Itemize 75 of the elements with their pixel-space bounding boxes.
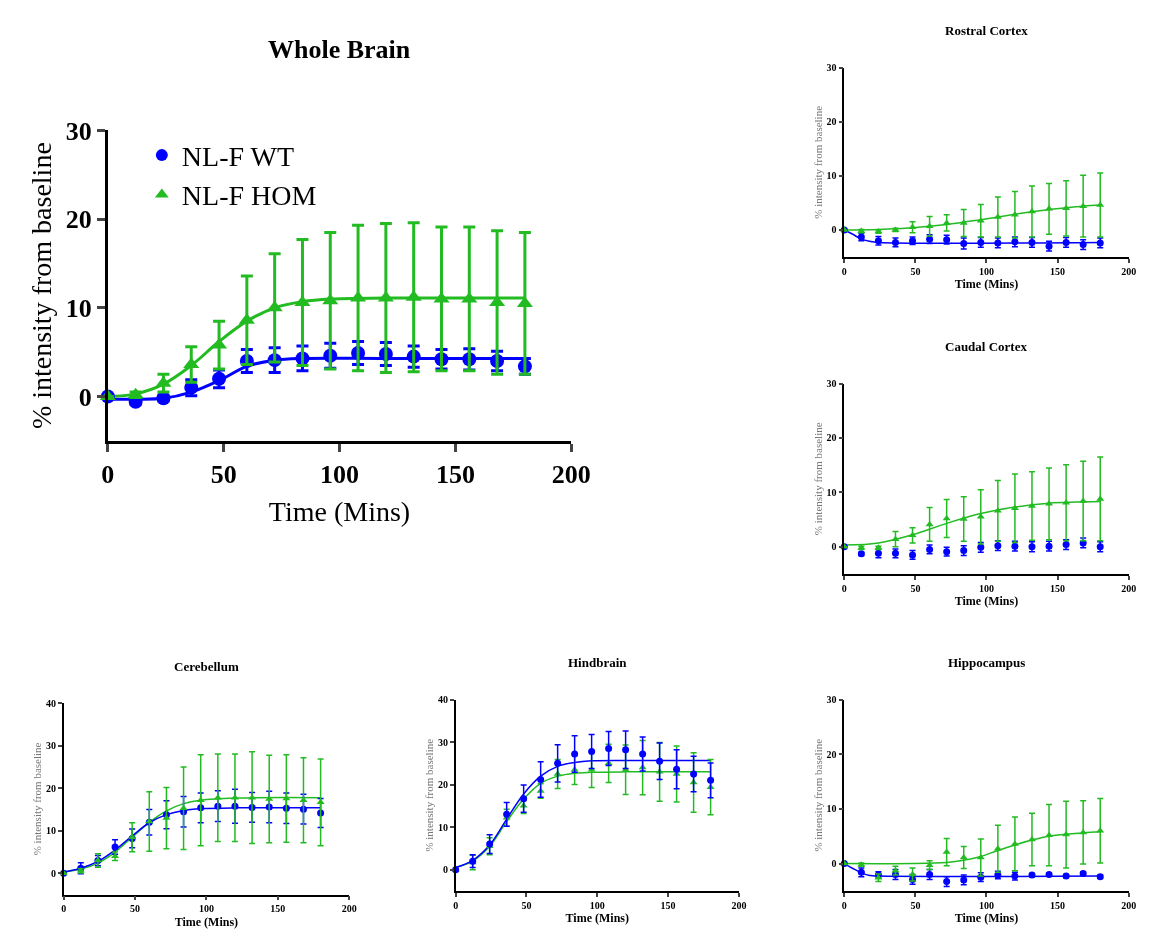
y-tick-label: 40 (45, 697, 56, 709)
x-axis-title: Time (Mins) (268, 496, 411, 528)
x-tick-label: 200 (341, 903, 357, 915)
x-tick-label: 0 (841, 582, 847, 594)
x-tick-label: 200 (731, 899, 747, 911)
x-tick-label: 0 (841, 265, 847, 277)
chart-title: Rostral Cortex (945, 23, 1029, 38)
y-tick-label: 20 (65, 205, 92, 235)
y-tick-label: 30 (826, 62, 837, 74)
y-axis-title: % intensity from baseline (26, 142, 58, 430)
x-tick-label: 200 (1121, 582, 1137, 594)
y-tick-label: 0 (442, 864, 448, 876)
y-tick-label: 20 (45, 782, 56, 794)
legend-label: NL-F WT (181, 141, 295, 173)
y-tick-label: 20 (437, 779, 448, 791)
y-tick-label: 0 (831, 541, 837, 553)
legend-label: NL-F HOM (181, 180, 317, 212)
y-tick-label: 10 (437, 821, 448, 833)
x-tick-label: 150 (1050, 899, 1066, 911)
y-tick-label: 10 (826, 486, 837, 498)
y-tick-label: 20 (826, 432, 837, 444)
x-axis-title: Time (Mins) (954, 594, 1019, 609)
x-tick-label: 200 (1121, 899, 1137, 911)
y-tick-label: 10 (65, 293, 92, 323)
x-tick-label: 150 (1050, 265, 1066, 277)
x-tick-label: 200 (551, 460, 591, 490)
y-tick-label: 40 (437, 694, 448, 706)
x-tick-label: 100 (978, 582, 994, 594)
chart-title: Cerebellum (174, 659, 239, 674)
x-tick-label: 0 (101, 460, 115, 490)
y-tick-label: 30 (45, 740, 56, 752)
x-tick-label: 150 (270, 903, 286, 915)
y-tick-label: 0 (50, 867, 56, 879)
y-axis-title: % intensity from baseline (423, 738, 436, 852)
y-tick-label: 0 (831, 224, 837, 236)
x-tick-label: 50 (910, 899, 921, 911)
x-tick-label: 50 (521, 899, 532, 911)
x-tick-label: 0 (453, 899, 459, 911)
x-tick-label: 50 (910, 582, 921, 594)
y-tick-label: 20 (826, 748, 837, 760)
x-tick-label: 100 (978, 265, 994, 277)
chart-title: Whole Brain (268, 35, 411, 64)
y-axis-title: % intensity from baseline (811, 105, 824, 219)
chart-title: Hindbrain (568, 655, 628, 670)
x-tick-label: 150 (660, 899, 676, 911)
y-axis-title: % intensity from baseline (811, 422, 824, 536)
y-tick-label: 30 (826, 378, 837, 390)
y-tick-label: 10 (826, 170, 837, 182)
x-tick-label: 100 (978, 899, 994, 911)
x-tick-label: 50 (130, 903, 141, 915)
x-axis-title: Time (Mins) (565, 911, 630, 926)
y-tick-label: 10 (45, 825, 56, 837)
y-tick-label: 10 (826, 803, 837, 815)
x-tick-label: 200 (1121, 265, 1137, 277)
y-tick-label: 0 (78, 382, 92, 412)
y-tick-label: 30 (65, 116, 92, 146)
y-axis-title: % intensity from baseline (811, 738, 824, 852)
chart-title: Caudal Cortex (945, 339, 1028, 354)
x-axis-title: Time (Mins) (954, 277, 1019, 292)
x-axis-title: Time (Mins) (174, 914, 239, 929)
x-tick-label: 100 (198, 903, 214, 915)
y-tick-label: 30 (437, 736, 448, 748)
x-tick-label: 150 (1050, 582, 1066, 594)
x-tick-label: 100 (320, 460, 360, 490)
x-tick-label: 0 (841, 899, 847, 911)
y-tick-label: 0 (831, 858, 837, 870)
x-tick-label: 50 (210, 460, 237, 490)
y-tick-label: 30 (826, 694, 837, 706)
x-tick-label: 100 (589, 899, 605, 911)
chart-title: Hippocampus (948, 655, 1026, 670)
y-axis-title: % intensity from baseline (31, 742, 44, 856)
y-tick-label: 20 (826, 116, 837, 128)
x-axis-title: Time (Mins) (954, 911, 1019, 926)
x-tick-label: 150 (435, 460, 475, 490)
x-tick-label: 50 (910, 265, 921, 277)
